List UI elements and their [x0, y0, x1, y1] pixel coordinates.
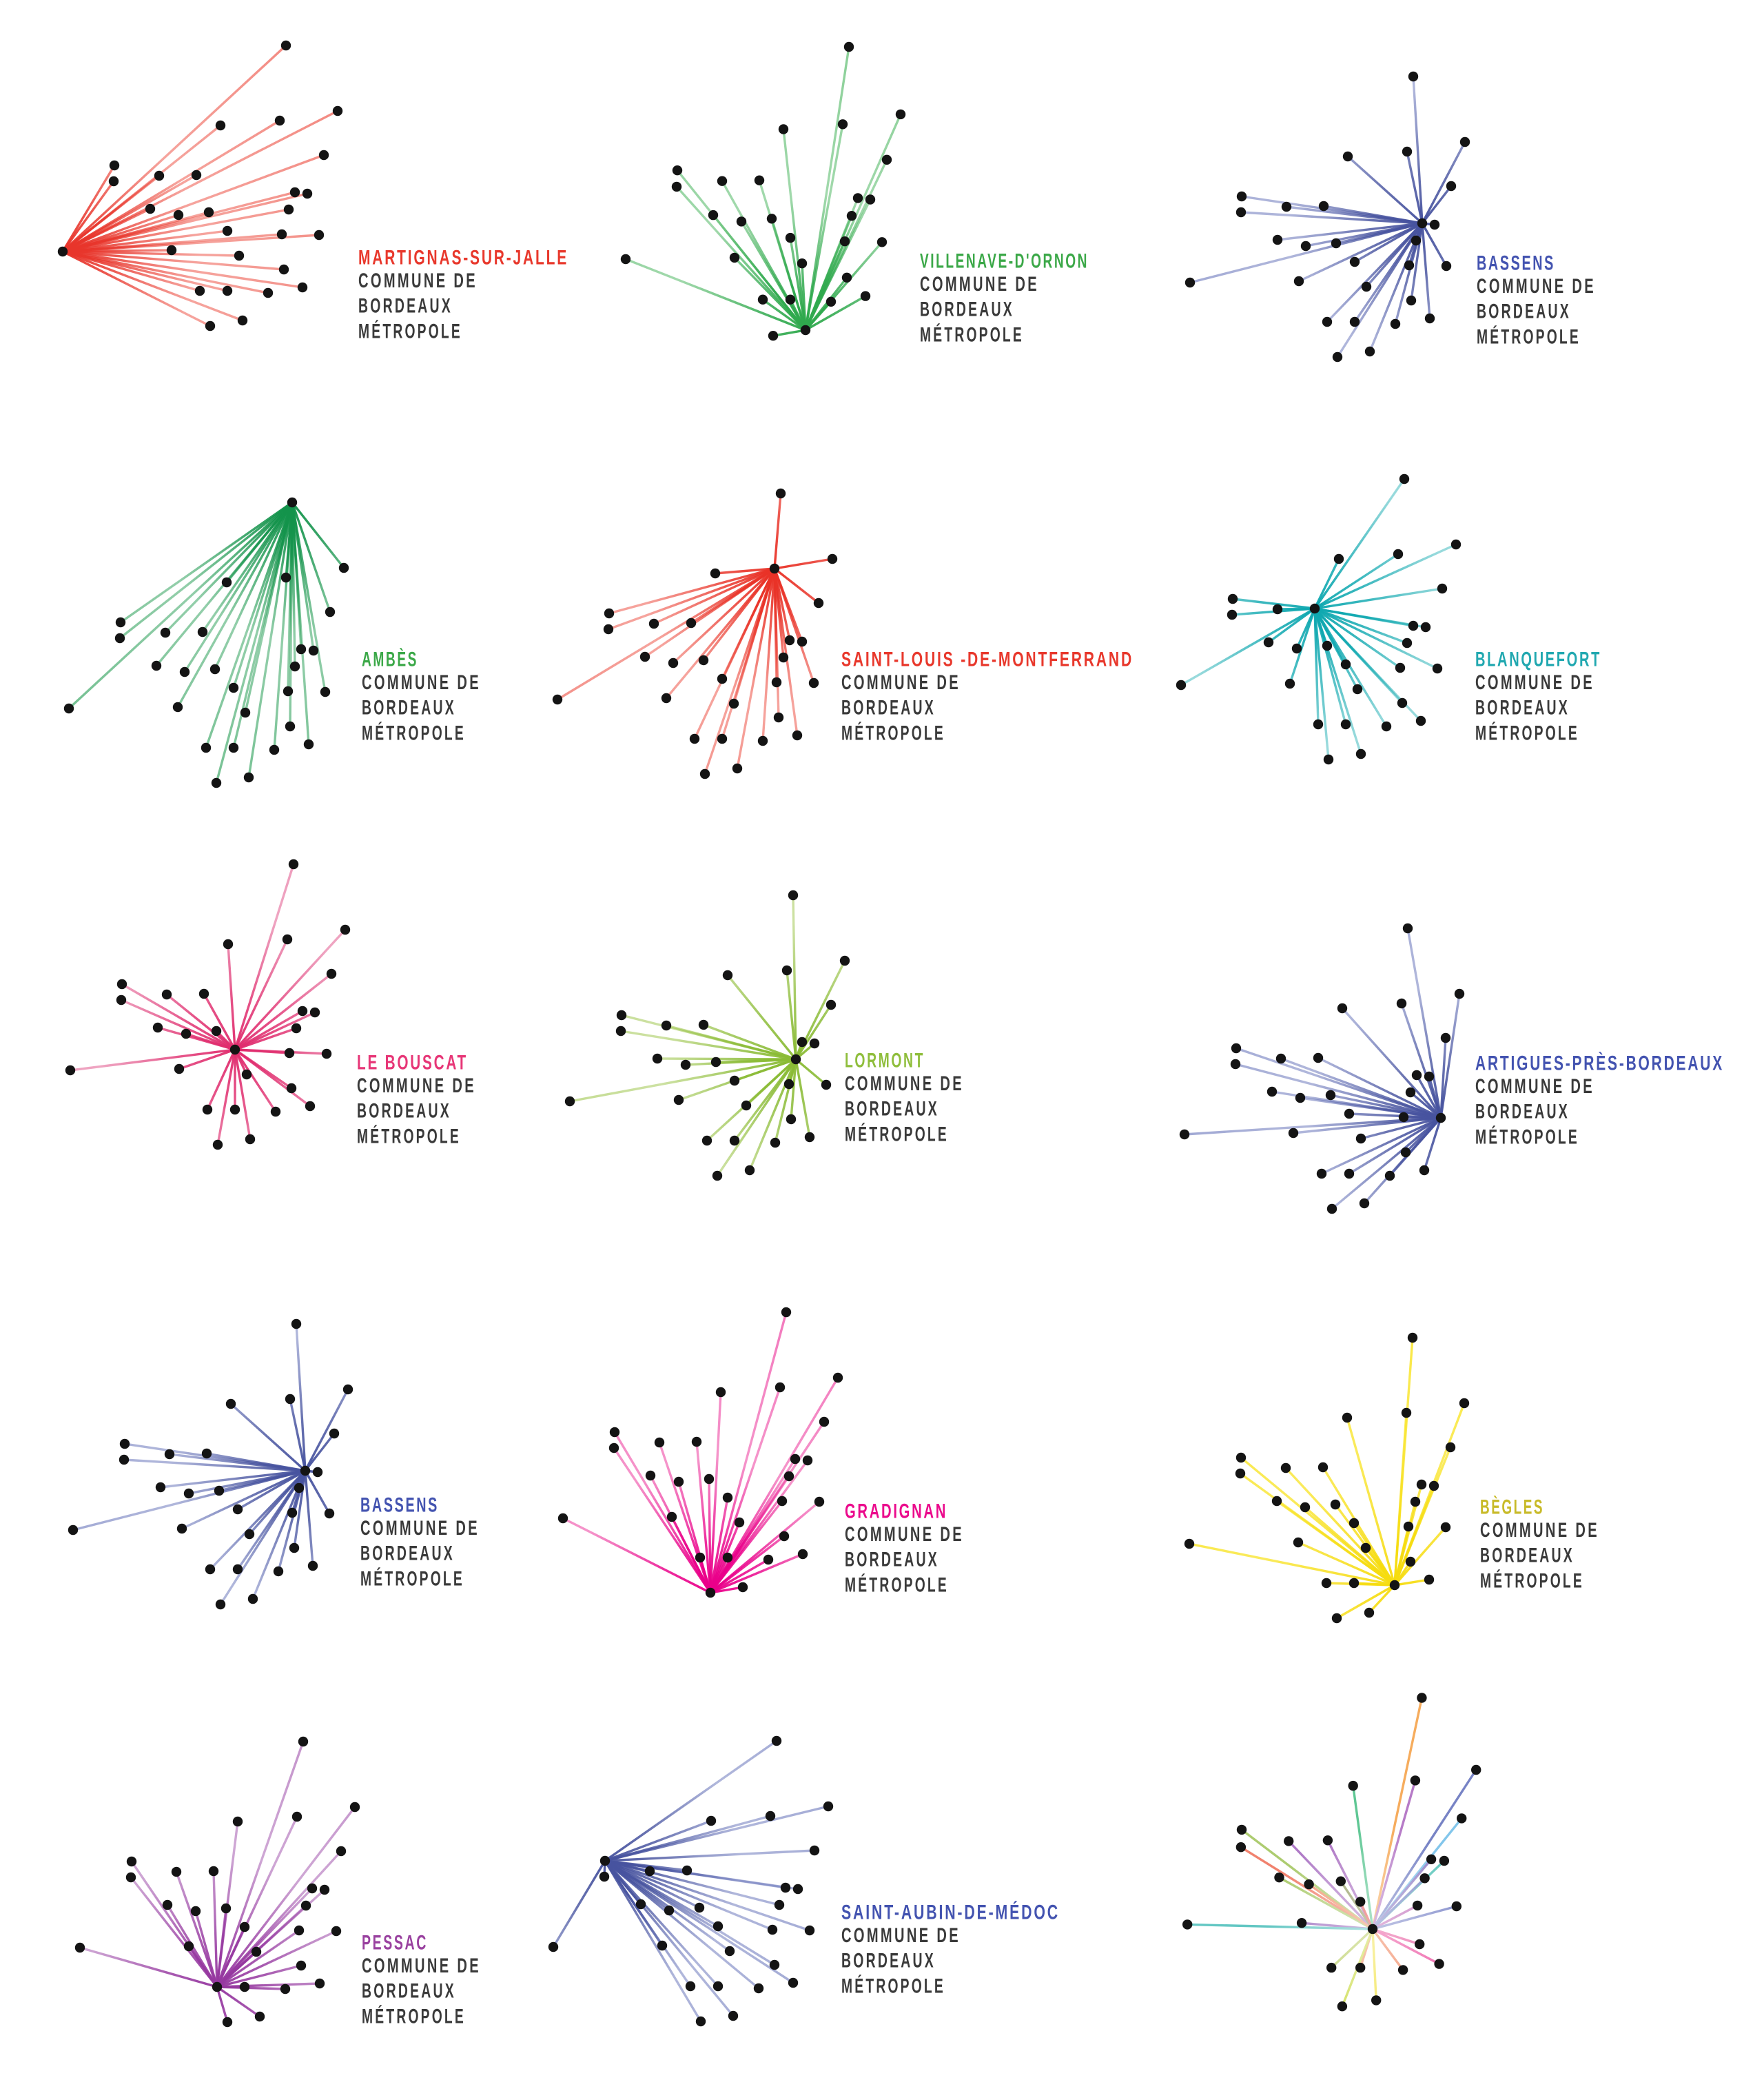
svg-text:VILLENAVE-D'ORNON: VILLENAVE-D'ORNON	[920, 250, 1089, 273]
svg-text:BORDEAUX: BORDEAUX	[1480, 1544, 1575, 1567]
svg-text:MÉTROPOLE: MÉTROPOLE	[1475, 1125, 1579, 1148]
svg-text:PESSAC: PESSAC	[362, 1932, 428, 1955]
svg-text:BORDEAUX: BORDEAUX	[1477, 300, 1571, 323]
svg-text:MÉTROPOLE: MÉTROPOLE	[845, 1573, 949, 1596]
svg-text:BASSENS: BASSENS	[1477, 252, 1555, 275]
svg-text:COMMUNE DE: COMMUNE DE	[1477, 275, 1596, 298]
svg-text:MÉTROPOLE: MÉTROPOLE	[362, 2004, 466, 2028]
svg-text:GRADIGNAN: GRADIGNAN	[845, 1500, 947, 1523]
svg-text:BORDEAUX: BORDEAUX	[357, 1100, 451, 1123]
svg-text:COMMUNE DE: COMMUNE DE	[360, 1517, 480, 1540]
svg-text:AMBÈS: AMBÈS	[362, 648, 418, 671]
svg-text:COMMUNE DE: COMMUNE DE	[362, 1955, 481, 1977]
svg-text:BLANQUEFORT: BLANQUEFORT	[1475, 649, 1601, 671]
svg-text:COMMUNE DE: COMMUNE DE	[362, 671, 481, 694]
svg-text:COMMUNE DE: COMMUNE DE	[1475, 1075, 1594, 1098]
svg-text:BORDEAUX: BORDEAUX	[841, 697, 936, 720]
svg-text:COMMUNE DE: COMMUNE DE	[845, 1523, 964, 1546]
svg-text:BORDEAUX: BORDEAUX	[841, 1950, 936, 1972]
svg-text:ARTIGUES-PRÈS-BORDEAUX: ARTIGUES-PRÈS-BORDEAUX	[1475, 1052, 1724, 1075]
svg-text:MÉTROPOLE: MÉTROPOLE	[1477, 325, 1581, 348]
svg-text:BORDEAUX: BORDEAUX	[1475, 697, 1570, 720]
svg-text:COMMUNE DE: COMMUNE DE	[841, 1924, 961, 1947]
svg-text:MÉTROPOLE: MÉTROPOLE	[920, 323, 1024, 346]
svg-text:MÉTROPOLE: MÉTROPOLE	[845, 1122, 949, 1145]
svg-text:BORDEAUX: BORDEAUX	[362, 697, 456, 720]
svg-text:BÈGLES: BÈGLES	[1480, 1496, 1544, 1519]
svg-text:BORDEAUX: BORDEAUX	[360, 1542, 455, 1565]
svg-text:MÉTROPOLE: MÉTROPOLE	[360, 1567, 464, 1590]
svg-text:MÉTROPOLE: MÉTROPOLE	[357, 1124, 461, 1148]
svg-text:MÉTROPOLE: MÉTROPOLE	[362, 721, 466, 744]
svg-text:BORDEAUX: BORDEAUX	[845, 1098, 939, 1121]
svg-text:SAINT-AUBIN-DE-MÉDOC: SAINT-AUBIN-DE-MÉDOC	[841, 1901, 1060, 1924]
svg-text:MÉTROPOLE: MÉTROPOLE	[1480, 1569, 1584, 1592]
svg-text:COMMUNE DE: COMMUNE DE	[1480, 1519, 1599, 1542]
svg-text:MÉTROPOLE: MÉTROPOLE	[841, 721, 945, 744]
svg-text:BORDEAUX: BORDEAUX	[845, 1549, 939, 1571]
svg-text:SAINT-LOUIS -DE-MONTFERRAND: SAINT-LOUIS -DE-MONTFERRAND	[841, 649, 1134, 671]
svg-text:MÉTROPOLE: MÉTROPOLE	[358, 319, 462, 343]
svg-text:BORDEAUX: BORDEAUX	[1475, 1101, 1570, 1123]
svg-text:LORMONT: LORMONT	[845, 1050, 925, 1072]
svg-text:MARTIGNAS-SUR-JALLE: MARTIGNAS-SUR-JALLE	[358, 247, 568, 269]
svg-text:LE BOUSCAT: LE BOUSCAT	[357, 1052, 468, 1074]
svg-text:BORDEAUX: BORDEAUX	[920, 298, 1014, 321]
svg-text:BORDEAUX: BORDEAUX	[358, 295, 453, 318]
svg-text:COMMUNE DE: COMMUNE DE	[1475, 671, 1594, 694]
svg-text:BORDEAUX: BORDEAUX	[362, 1980, 456, 2003]
svg-text:MÉTROPOLE: MÉTROPOLE	[1475, 721, 1579, 744]
svg-text:MÉTROPOLE: MÉTROPOLE	[841, 1974, 945, 1997]
svg-text:BASSENS: BASSENS	[360, 1494, 439, 1517]
svg-text:COMMUNE DE: COMMUNE DE	[845, 1072, 964, 1095]
svg-text:COMMUNE DE: COMMUNE DE	[358, 269, 478, 292]
svg-text:COMMUNE DE: COMMUNE DE	[357, 1074, 476, 1097]
svg-text:COMMUNE DE: COMMUNE DE	[920, 273, 1039, 296]
svg-text:COMMUNE DE: COMMUNE DE	[841, 671, 961, 694]
